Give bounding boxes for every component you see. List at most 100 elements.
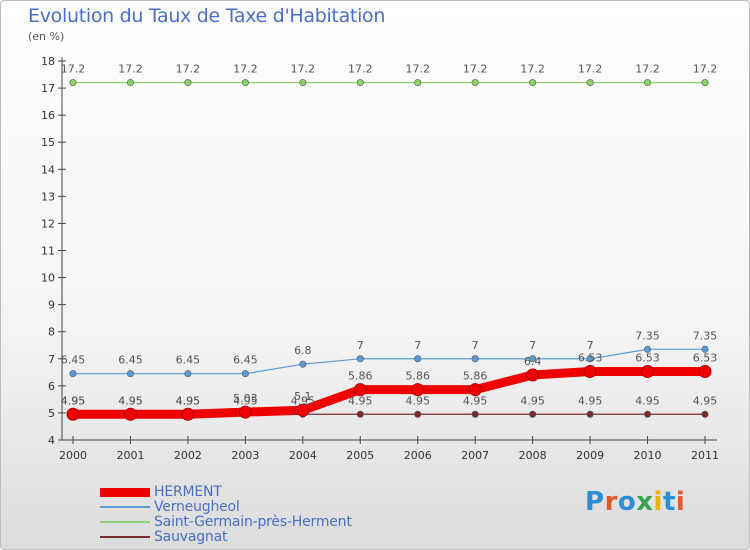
legend-label: Verneugheol [154,499,240,515]
data-label-herment: 6.4 [524,355,542,368]
data-label-sauvagnat: 4.95 [61,394,86,407]
chart-title: Evolution du Taux de Taxe d'Habitation [28,5,386,27]
data-label-sauvagnat: 4.95 [635,394,660,407]
axes: 4 5 6 7 8 9 10 11 12 13 14 15 16 17 18 2000 2001 2002 2003… [41,55,719,462]
y-tick-label: 10 [41,272,55,285]
point-verneugheol [69,370,77,378]
point-verneugheol [241,370,249,378]
point-herment [411,383,425,397]
point-herment [296,403,310,417]
legend-swatch [100,488,150,497]
value-labels: 17.2 17.2 17.2 17.2 17.2 17.2 17.2 17.2 17.2 17.2… [61,63,718,408]
logo-letter: P [585,487,605,517]
data-label-saint-germain-pr-s-herment: 17.2 [693,63,718,76]
data-label-herment: 6.53 [578,352,603,365]
point-verneugheol [356,355,364,363]
point-herment [238,405,252,419]
x-tick-label: 2005 [346,449,374,462]
point-herment [526,368,540,382]
data-label-verneugheol: 7.35 [693,329,718,342]
point-sauvagnat [414,410,422,418]
data-label-sauvagnat: 4.95 [176,394,201,407]
data-label-saint-germain-pr-s-herment: 17.2 [520,63,545,76]
y-tick-label: 16 [41,109,55,122]
logo-letter: i [653,487,663,517]
data-label-saint-germain-pr-s-herment: 17.2 [291,63,316,76]
point-saint-germain-pr-s-herment [644,79,652,87]
y-tick-label: 12 [41,217,55,230]
point-saint-germain-pr-s-herment [586,79,594,87]
data-label-verneugheol: 7 [414,339,421,352]
series-line-herment [68,367,710,419]
point-herment [66,407,80,421]
x-tick-label: 2008 [519,449,547,462]
data-label-herment: 4.95 [118,394,143,407]
chart-unit: (en %) [28,30,65,43]
point-herment [353,383,367,397]
data-label-verneugheol: 7 [529,339,536,352]
data-label-herment: 6.53 [635,352,660,365]
data-label-verneugheol: 6.45 [233,354,258,367]
y-tick-label: 8 [48,326,55,339]
data-label-verneugheol: 7 [357,339,364,352]
point-herment [641,365,655,379]
y-tick-label: 7 [48,353,55,366]
data-label-saint-germain-pr-s-herment: 17.2 [348,63,373,76]
series-lines [66,79,712,421]
point-verneugheol [644,345,652,353]
proxiti-logo: Proxiti [585,487,685,517]
point-saint-germain-pr-s-herment [184,79,192,87]
legend-swatch [100,506,150,508]
data-label-herment: 5.86 [348,370,373,383]
y-tick-label: 4 [48,434,55,447]
y-tick-label: 17 [41,82,55,95]
data-label-verneugheol: 7.35 [635,329,660,342]
legend-label: Saint-Germain-près-Herment [154,514,352,530]
data-label-herment: 4.95 [176,394,201,407]
point-herment [583,365,597,379]
data-label-saint-germain-pr-s-herment: 17.2 [61,63,86,76]
data-label-saint-germain-pr-s-herment: 17.2 [635,63,660,76]
x-tick-label: 2002 [174,449,202,462]
point-saint-germain-pr-s-herment [414,79,422,87]
y-tick-label: 14 [41,163,55,176]
x-tick-label: 2011 [691,449,719,462]
point-verneugheol [126,370,134,378]
point-sauvagnat [644,410,652,418]
data-label-saint-germain-pr-s-herment: 17.2 [463,63,488,76]
data-label-saint-germain-pr-s-herment: 17.2 [405,63,430,76]
y-tick-label: 9 [48,299,55,312]
point-saint-germain-pr-s-herment [126,79,134,87]
logo-letter: r [604,487,618,517]
point-sauvagnat [701,410,709,418]
data-label-verneugheol: 6.45 [118,354,143,367]
point-sauvagnat [586,410,594,418]
point-verneugheol [414,355,422,363]
point-sauvagnat [471,410,479,418]
data-label-herment: 5.86 [463,370,488,383]
data-label-saint-germain-pr-s-herment: 17.2 [176,63,201,76]
y-tick-label: 18 [41,55,55,68]
data-label-sauvagnat: 4.95 [520,394,545,407]
point-saint-germain-pr-s-herment [299,79,307,87]
data-label-herment: 4.95 [61,394,86,407]
logo-letter: o [617,487,637,517]
data-label-verneugheol: 7 [472,339,479,352]
data-label-herment: 5.86 [405,370,430,383]
data-label-saint-germain-pr-s-herment: 17.2 [118,63,143,76]
data-label-verneugheol: 6.45 [176,354,201,367]
x-tick-label: 2006 [404,449,432,462]
y-tick-label: 6 [48,380,55,393]
point-verneugheol [184,370,192,378]
data-label-sauvagnat: 4.95 [348,394,373,407]
data-label-sauvagnat: 4.95 [233,394,258,407]
data-label-sauvagnat: 4.95 [291,394,316,407]
point-herment [181,407,195,421]
point-herment [698,365,712,379]
data-label-verneugheol: 6.8 [294,344,312,357]
point-sauvagnat [529,410,537,418]
data-label-verneugheol: 6.45 [61,354,86,367]
legend-label: Sauvagnat [154,529,228,545]
